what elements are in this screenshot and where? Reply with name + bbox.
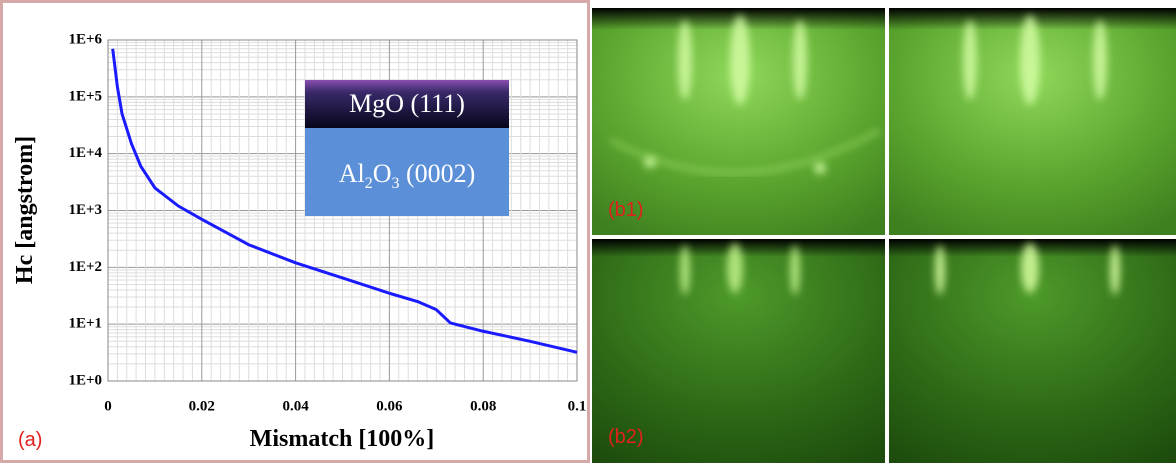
x-tick-label: 0.06 xyxy=(376,398,403,414)
x-tick-label: 0.02 xyxy=(189,398,215,414)
y-tick-label: 1E+2 xyxy=(68,259,102,275)
image-b2-right xyxy=(889,239,1176,463)
inset-substrate xyxy=(305,128,509,216)
inset-bottom-label: Al2O3 (0002) xyxy=(339,159,476,192)
x-axis-title: Mismatch [100%] xyxy=(250,426,435,452)
y-tick-label: 1E+3 xyxy=(68,202,102,218)
inset: MgO (111) Al2O3 (0002) xyxy=(305,80,509,216)
image-b1-left xyxy=(592,8,885,235)
x-tick-label: 0.04 xyxy=(282,398,309,414)
image-b1-right xyxy=(889,8,1176,235)
label-sub: 2 xyxy=(365,175,373,192)
rheed-images: (b1) (b2) xyxy=(590,0,1176,463)
y-tick-label: 1E+4 xyxy=(68,145,102,161)
label-sub: 3 xyxy=(391,175,399,192)
y-tick-label: 1E+5 xyxy=(68,88,102,104)
panel-label: (a) xyxy=(18,429,42,451)
x-tick-label: 0.1 xyxy=(568,398,587,414)
data-line xyxy=(111,48,578,354)
plot-frame xyxy=(107,39,578,382)
y-tick-label: 1E+0 xyxy=(68,372,102,388)
panel-frame xyxy=(0,0,590,463)
image-label: (b2) xyxy=(608,426,644,448)
x-tick-label: 0.08 xyxy=(470,398,496,414)
y-tick-label: 1E+6 xyxy=(68,31,102,47)
chart: Mismatch [100%] Hc [angstrom] (a) MgO (1… xyxy=(0,0,590,463)
label-part: O xyxy=(373,159,392,188)
label-part: (0002) xyxy=(399,159,475,188)
x-tick-label: 0 xyxy=(104,398,112,414)
image-label: (b1) xyxy=(608,199,644,221)
y-axis-title: Hc [angstrom] xyxy=(12,136,38,284)
label-part: Al xyxy=(339,159,365,188)
image-b2-left xyxy=(592,239,885,463)
inset-mgo xyxy=(305,80,509,128)
y-tick-label: 1E+1 xyxy=(68,316,102,332)
inset-top-label: MgO (111) xyxy=(349,89,465,118)
